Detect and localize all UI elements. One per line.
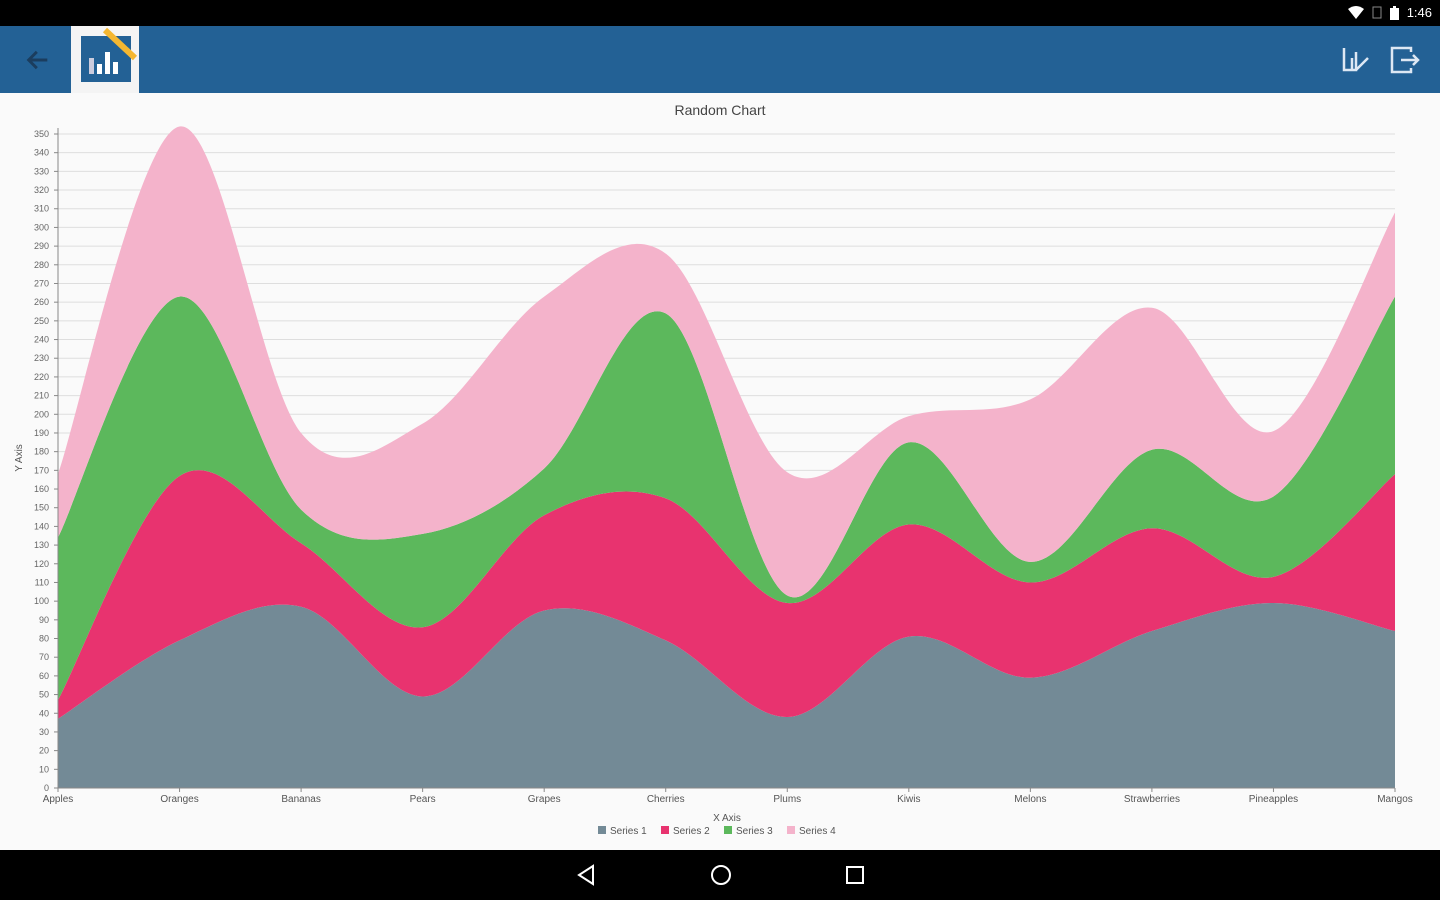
legend-label: Series 1: [610, 826, 647, 837]
y-tick-label: 140: [34, 521, 49, 531]
y-tick-label: 250: [34, 316, 49, 326]
y-tick-label: 130: [34, 540, 49, 550]
x-axis-label: X Axis: [713, 813, 741, 824]
x-tick-label: Kiwis: [897, 794, 920, 805]
y-tick-label: 20: [39, 746, 49, 756]
area-series-4: [58, 126, 1395, 598]
app-bar: [0, 26, 1440, 93]
y-tick-label: 310: [34, 204, 49, 214]
wifi-icon: [1347, 6, 1364, 19]
y-tick-label: 190: [34, 428, 49, 438]
y-tick-label: 100: [34, 596, 49, 606]
y-tick-label: 0: [44, 783, 49, 793]
y-tick-label: 150: [34, 503, 49, 513]
y-tick-label: 160: [34, 484, 49, 494]
y-tick-label: 30: [39, 727, 49, 737]
y-tick-label: 300: [34, 222, 49, 232]
legend-swatch: [598, 826, 606, 834]
y-tick-label: 290: [34, 241, 49, 251]
nav-recents-icon[interactable]: [843, 863, 867, 887]
no-sim-icon: [1372, 6, 1382, 19]
y-tick-label: 10: [39, 764, 49, 774]
chart-edit-icon[interactable]: [1340, 44, 1372, 76]
exit-icon[interactable]: [1389, 44, 1421, 76]
y-axis-label: Y Axis: [14, 444, 25, 472]
x-tick-label: Melons: [1014, 794, 1046, 805]
area-series-2: [58, 470, 1395, 719]
legend-swatch: [724, 826, 732, 834]
y-tick-label: 40: [39, 708, 49, 718]
y-tick-label: 70: [39, 652, 49, 662]
y-tick-label: 50: [39, 690, 49, 700]
clock: 1:46: [1406, 5, 1432, 20]
y-tick-label: 200: [34, 409, 49, 419]
y-tick-label: 180: [34, 447, 49, 457]
arrow-left-icon[interactable]: [24, 46, 52, 74]
y-tick-label: 340: [34, 148, 49, 158]
legend-label: Series 3: [736, 826, 773, 837]
x-tick-label: Oranges: [160, 794, 198, 805]
y-tick-label: 110: [35, 577, 49, 587]
y-tick-label: 230: [34, 353, 49, 363]
x-tick-label: Grapes: [528, 794, 561, 805]
legend-swatch: [787, 826, 795, 834]
y-tick-label: 330: [34, 166, 49, 176]
y-tick-label: 210: [34, 391, 49, 401]
legend-swatch: [661, 826, 669, 834]
y-tick-label: 350: [34, 129, 49, 139]
y-tick-label: 270: [34, 278, 49, 288]
y-tick-label: 170: [34, 465, 49, 475]
status-bar: 1:46: [0, 0, 1440, 26]
y-tick-label: 320: [34, 185, 49, 195]
y-tick-label: 220: [34, 372, 49, 382]
x-tick-label: Plums: [773, 794, 801, 805]
y-tick-label: 260: [34, 297, 49, 307]
chart-title: Random Chart: [674, 102, 765, 118]
area-series-3: [58, 296, 1395, 701]
stacked-area-chart: Random Chart 0 10 20 30 40 50 60 70 80 90 100 110 12…: [14, 102, 1413, 837]
nav-home-icon[interactable]: [709, 863, 733, 887]
legend-label: Series 4: [799, 826, 836, 837]
y-tick-label: 240: [34, 335, 49, 345]
y-tick-label: 120: [34, 559, 49, 569]
x-tick-label: Apples: [43, 794, 74, 805]
y-tick-label: 280: [34, 260, 49, 270]
y-tick-label: 80: [39, 634, 49, 644]
x-tick-label: Strawberries: [1124, 794, 1180, 805]
area-series-1: [58, 603, 1395, 788]
x-tick-label: Cherries: [647, 794, 685, 805]
x-tick-label: Pineapples: [1249, 794, 1298, 805]
legend-label: Series 2: [673, 826, 710, 837]
y-tick-label: 60: [39, 671, 49, 681]
nav-back-icon[interactable]: [575, 863, 599, 887]
x-tick-label: Bananas: [281, 794, 320, 805]
app-logo: [71, 26, 139, 93]
x-tick-label: Pears: [410, 794, 436, 805]
y-tick-label: 90: [39, 615, 49, 625]
battery-icon: [1389, 5, 1399, 20]
x-tick-label: Mangos: [1377, 794, 1413, 805]
navigation-bar: [0, 850, 1440, 900]
